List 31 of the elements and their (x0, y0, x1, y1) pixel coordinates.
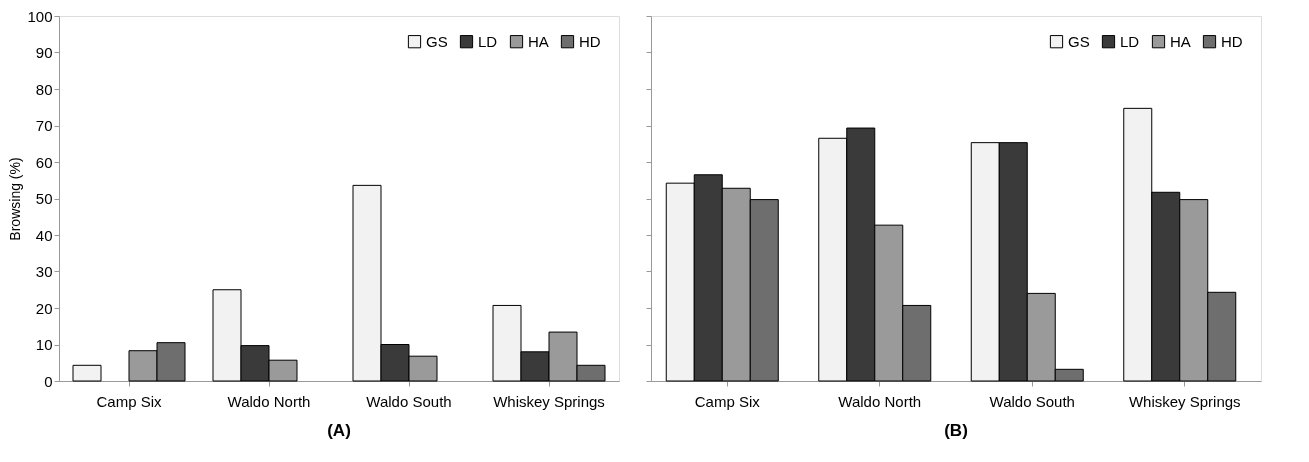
y-tick-label: 90 (35, 44, 53, 61)
y-tick-label: 80 (35, 80, 53, 98)
x-tick-label: Waldo North (227, 392, 311, 410)
y-tick-label: 10 (35, 336, 53, 353)
y-axis-title: Browsing (%) (7, 157, 24, 241)
y-tick-label: 70 (35, 117, 53, 134)
y-tick-label: 60 (35, 153, 53, 171)
legend-label: GS (426, 32, 448, 50)
legend-label: HA (1170, 32, 1191, 50)
y-tick-label: 50 (35, 190, 53, 207)
legend-label: HD (579, 32, 601, 50)
x-tick-label: Waldo South (989, 392, 1075, 410)
x-tick-label: Camp Six (96, 392, 162, 410)
x-tick-label: Waldo South (366, 392, 452, 410)
legend-label: GS (1068, 32, 1090, 50)
x-tick-label: Whiskey Springs (1128, 392, 1241, 410)
x-tick-label: Whiskey Springs (493, 392, 605, 410)
y-tick-label: 100 (27, 7, 53, 25)
legend-label: HA (528, 32, 549, 50)
legend-label: LD (478, 32, 498, 50)
legend-label: LD (1120, 32, 1140, 50)
bar (72, 364, 102, 382)
x-tick-label: Camp Six (694, 392, 761, 410)
x-tick-label: Waldo North (838, 392, 922, 410)
text: (B) (944, 421, 968, 440)
y-tick-label: 40 (35, 226, 53, 244)
text: (A) (327, 421, 351, 440)
legend-label: HD (1221, 32, 1243, 50)
y-tick-label: 30 (35, 263, 53, 280)
y-tick-label: 20 (35, 299, 53, 317)
y-tick-label: 0 (44, 372, 53, 390)
